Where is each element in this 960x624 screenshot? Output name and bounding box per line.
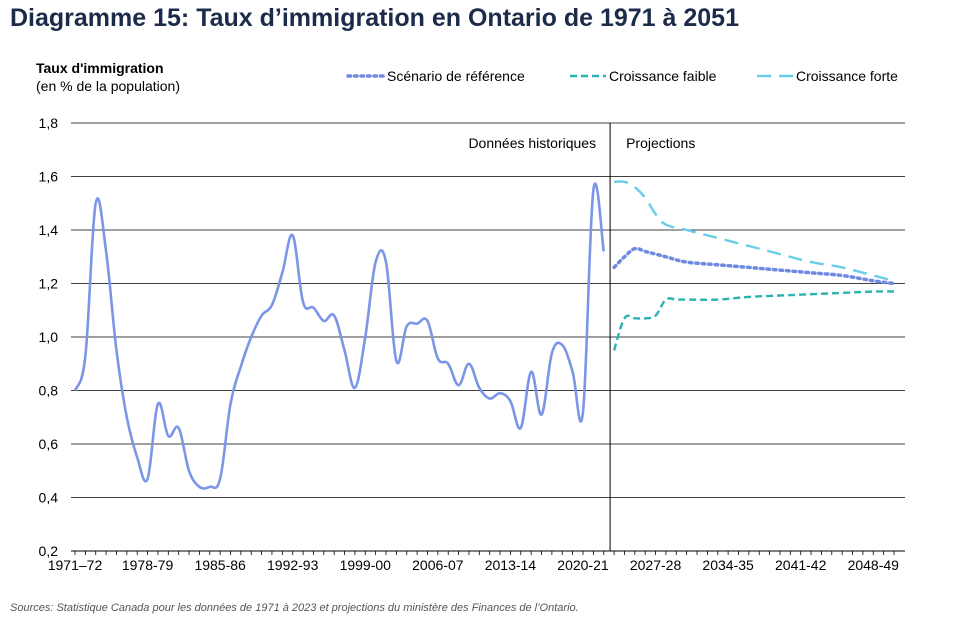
- x-tick-label: 2041-42: [775, 557, 827, 573]
- x-tick-label: 1999-00: [340, 557, 392, 573]
- x-tick-label: 1985-86: [194, 557, 246, 573]
- x-tick-label: 1978-79: [122, 557, 174, 573]
- y-tick-label: 1,8: [39, 115, 59, 131]
- legend-label: Scénario de référence: [387, 68, 525, 84]
- x-tick-label: 2020-21: [557, 557, 609, 573]
- x-tick-label: 2027-28: [630, 557, 682, 573]
- y-tick-label: 0,8: [39, 383, 59, 399]
- historical-annotation: Données historiques: [468, 135, 596, 151]
- y-tick-label: 0,4: [39, 490, 59, 506]
- projections-annotation: Projections: [626, 135, 695, 151]
- chart-title: Diagramme 15: Taux d’immigration en Onta…: [10, 4, 739, 32]
- y-tick-label: 1,2: [39, 276, 59, 292]
- y-tick-label: 1,6: [39, 169, 59, 185]
- x-tick-label: 1971–72: [48, 557, 103, 573]
- x-tick-label: 2048-49: [848, 557, 900, 573]
- series-line: [614, 180, 895, 282]
- series-line: [612, 246, 896, 286]
- x-tick-label: 2034-35: [702, 557, 754, 573]
- y-tick-label: 1,4: [39, 222, 59, 238]
- y-tick-label: 0,2: [39, 543, 59, 559]
- x-tick-label: 2006-07: [412, 557, 464, 573]
- source-note: Sources: Statistique Canada pour les don…: [10, 602, 579, 614]
- x-tick-label: 2013-14: [485, 557, 537, 573]
- series-line: [612, 290, 895, 351]
- y-axis-label: Taux d'immigration: [36, 60, 164, 76]
- legend-label: Croissance faible: [609, 68, 717, 84]
- legend-label: Croissance forte: [796, 68, 898, 84]
- y-tick-label: 0,6: [39, 436, 59, 452]
- y-axis-sublabel: (en % de la population): [36, 78, 180, 94]
- y-tick-label: 1,0: [39, 329, 59, 345]
- historical-series-line: [73, 182, 605, 490]
- x-tick-label: 1992-93: [267, 557, 319, 573]
